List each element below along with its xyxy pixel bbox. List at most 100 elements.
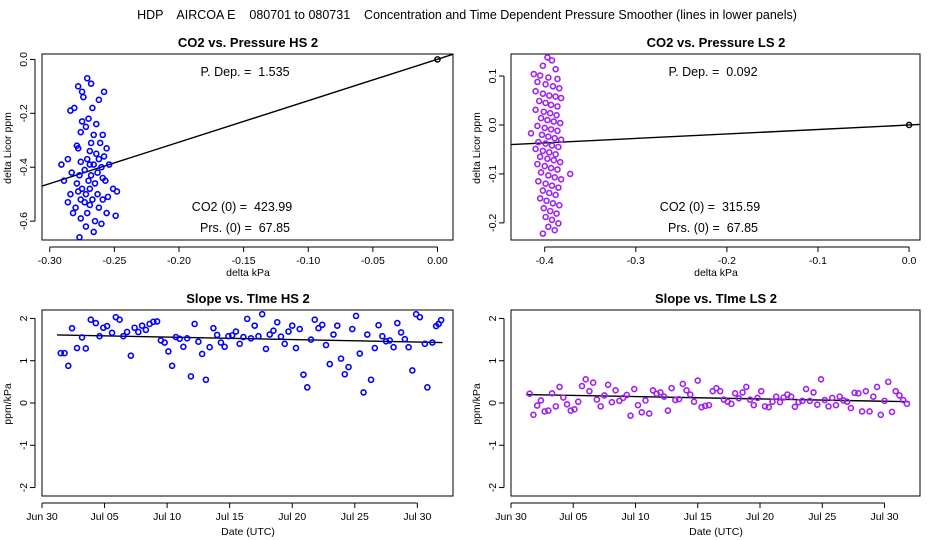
y-tick-label: 0.1: [487, 69, 499, 84]
data-point: [567, 407, 575, 414]
data-point: [73, 344, 81, 352]
data-point: [198, 350, 206, 358]
data-point: [554, 75, 561, 83]
data-point: [77, 128, 85, 136]
data-point: [191, 320, 198, 328]
data-point: [60, 177, 68, 184]
data-point: [150, 318, 157, 326]
data-point: [546, 109, 554, 117]
data-point: [142, 326, 150, 334]
data-point: [554, 166, 561, 173]
data-point: [601, 392, 608, 399]
x-tick-label: Jul 25: [808, 511, 836, 523]
y-tick-label: 0.0: [487, 118, 499, 133]
data-point: [551, 134, 559, 142]
data-point: [545, 133, 552, 141]
data-point: [82, 123, 90, 131]
data-point: [530, 70, 538, 78]
data-point: [303, 384, 311, 391]
data-point: [424, 384, 431, 391]
data-point: [604, 381, 612, 389]
data-point: [552, 191, 559, 199]
x-tick-label: Jun 30: [495, 511, 527, 523]
data-point: [547, 126, 555, 133]
data-point: [612, 387, 619, 394]
data-point: [429, 339, 436, 346]
data-point: [851, 389, 858, 397]
data-point: [549, 199, 557, 207]
data-point: [78, 334, 86, 341]
data-point: [536, 195, 544, 202]
data-point: [858, 408, 866, 415]
x-axis-label: delta kPa: [226, 267, 270, 279]
data-point: [382, 337, 390, 345]
origin-point: [905, 121, 913, 129]
data-point: [77, 158, 85, 166]
data-layer: [42, 54, 453, 240]
data-point: [104, 193, 112, 201]
data-point: [330, 331, 337, 338]
data-point: [95, 204, 103, 211]
plot-frame: [510, 53, 921, 241]
p-dep-annotation: P. Dep. = 1.535: [200, 65, 289, 79]
data-point: [642, 397, 649, 404]
fit-line: [42, 54, 453, 187]
data-point: [743, 383, 750, 391]
data-point: [99, 131, 107, 139]
x-tick-label: Jul 30: [871, 511, 899, 523]
x-tick-label: -0.1: [809, 255, 827, 267]
data-point: [81, 198, 88, 206]
panel-co2-vs-pressure-ls: CO2 vs. Pressure LS 2 delta kPa delta Li…: [471, 35, 921, 279]
y-tick-label: -1: [18, 440, 30, 449]
data-point: [550, 156, 558, 164]
data-point: [545, 149, 553, 156]
data-point: [542, 180, 549, 188]
data-point: [795, 398, 802, 406]
data-point: [243, 315, 251, 323]
data-point: [270, 327, 277, 335]
data-point: [437, 316, 445, 324]
data-point: [85, 115, 92, 122]
data-point: [540, 108, 548, 116]
data-point: [537, 114, 545, 122]
panel-title: Slope vs. TIme HS 2: [186, 291, 310, 306]
pressure-zero-annotation: Prs. (0) = 67.85: [668, 221, 758, 235]
data-point: [556, 119, 564, 127]
data-point: [532, 87, 539, 95]
data-point: [277, 333, 285, 340]
data-point: [337, 355, 345, 362]
data-point: [103, 145, 110, 152]
data-point: [555, 84, 563, 92]
data-point: [87, 172, 95, 179]
data-point: [74, 145, 82, 152]
x-tick-label: Jul 10: [621, 511, 649, 523]
data-point: [694, 377, 702, 384]
data-point: [847, 404, 855, 412]
data-point: [549, 83, 557, 90]
data-point: [416, 313, 424, 321]
data-point: [552, 93, 559, 100]
x-tick-label: -0.3: [627, 255, 645, 267]
data-point: [683, 387, 690, 394]
data-point: [74, 188, 82, 195]
data-point: [326, 360, 334, 368]
data-point: [537, 169, 545, 176]
x-tick-label: Jul 20: [746, 511, 774, 523]
data-point: [77, 215, 85, 222]
data-point: [405, 343, 412, 351]
data-point: [578, 382, 586, 390]
data-point: [394, 319, 401, 327]
data-point: [686, 391, 694, 398]
data-point: [698, 403, 705, 411]
data-point: [548, 216, 556, 224]
y-axis-label: delta Licor ppm: [471, 112, 483, 184]
data-point: [68, 169, 76, 176]
data-point: [98, 163, 105, 171]
data-point: [96, 139, 104, 147]
co2-zero-annotation: CO2 (0) = 423.99: [192, 200, 292, 214]
data-point: [903, 400, 911, 408]
data-point: [94, 190, 101, 198]
data-point: [551, 226, 559, 234]
data-point: [544, 54, 551, 61]
data-point: [552, 151, 559, 158]
